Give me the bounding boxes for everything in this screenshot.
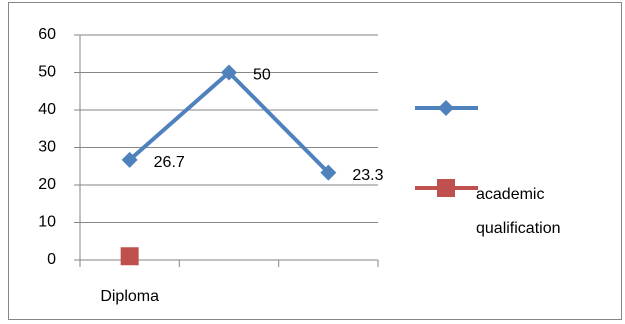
data-label: 26.7 bbox=[154, 154, 185, 171]
y-tick-label: 50 bbox=[38, 64, 56, 81]
y-tick-label: 0 bbox=[47, 251, 56, 268]
point bbox=[320, 164, 337, 181]
point bbox=[437, 179, 455, 197]
data-label: 23.3 bbox=[352, 167, 383, 184]
y-tick-label: 20 bbox=[38, 176, 56, 193]
y-tick-label: 10 bbox=[38, 214, 56, 231]
point bbox=[121, 151, 138, 168]
x-tick-label: Diploma bbox=[100, 288, 159, 305]
y-tick-label: 30 bbox=[38, 139, 56, 156]
point bbox=[221, 64, 237, 81]
data-label: 50 bbox=[253, 67, 271, 84]
y-tick-label: 60 bbox=[38, 26, 56, 43]
y-tick-label: 40 bbox=[38, 101, 56, 118]
legend-label: academic qualification bbox=[476, 186, 561, 237]
point bbox=[438, 100, 454, 116]
point bbox=[120, 247, 139, 266]
